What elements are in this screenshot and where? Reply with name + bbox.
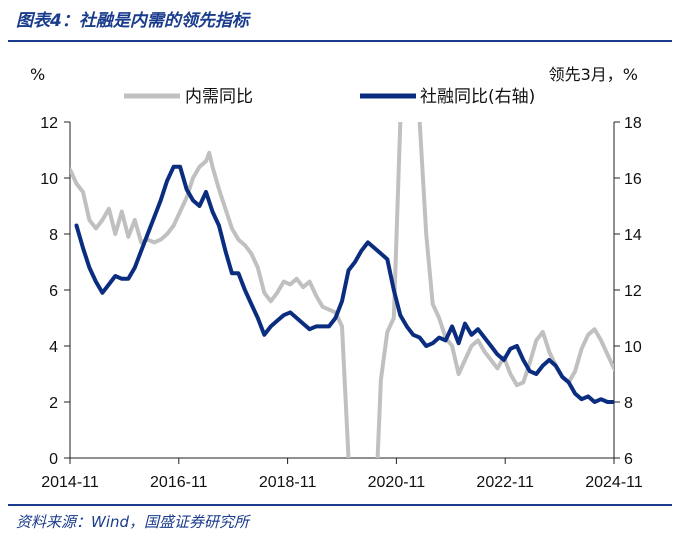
left-tick-label: 12 <box>40 115 58 132</box>
left-tick-label: 4 <box>49 339 58 356</box>
right-tick-label: 8 <box>624 395 633 412</box>
left-tick-label: 0 <box>49 451 58 468</box>
right-axis-ticks: 6 8 10 12 14 16 18 <box>614 115 642 468</box>
right-tick-label: 18 <box>624 115 642 132</box>
left-tick-label: 2 <box>49 395 58 412</box>
x-tick-label: 2014-11 <box>41 474 99 491</box>
source-rule <box>8 504 672 506</box>
axes <box>69 122 615 459</box>
x-tick-label: 2016-11 <box>150 474 208 491</box>
right-tick-label: 10 <box>624 339 642 356</box>
legend: 内需同比 社融同比(右轴) <box>124 87 535 107</box>
x-tick-label: 2022-11 <box>476 474 534 491</box>
series-layer <box>70 122 614 458</box>
right-tick-label: 14 <box>624 227 642 244</box>
x-tick-label: 2024-11 <box>585 474 643 491</box>
left-tick-label: 6 <box>49 283 58 300</box>
left-axis-ticks: 0 2 4 6 8 10 12 <box>40 115 70 468</box>
x-tick-label: 2018-11 <box>259 474 317 491</box>
right-tick-label: 12 <box>624 283 642 300</box>
x-tick-label: 2020-11 <box>368 474 426 491</box>
legend-label-social-financing: 社融同比(右轴) <box>420 87 535 107</box>
series-line-domestic-demand <box>70 122 614 458</box>
title-rule <box>8 40 672 42</box>
right-tick-label: 16 <box>624 171 642 188</box>
series-line-social-financing <box>74 164 614 404</box>
right-tick-label: 6 <box>624 451 633 468</box>
left-tick-label: 10 <box>40 171 58 188</box>
left-axis-unit: % <box>30 65 45 84</box>
x-axis-ticks: 2014-11 2016-11 2018-11 2020-11 2022-11 2024-… <box>41 458 643 491</box>
right-axis-unit: 领先3月，% <box>549 65 638 84</box>
figure-title: 图表4：社融是内需的领先指标 <box>16 11 249 31</box>
left-tick-label: 8 <box>49 227 58 244</box>
source-note: 资料来源：Wind，国盛证券研究所 <box>16 513 250 531</box>
legend-label-domestic-demand: 内需同比 <box>185 87 253 107</box>
